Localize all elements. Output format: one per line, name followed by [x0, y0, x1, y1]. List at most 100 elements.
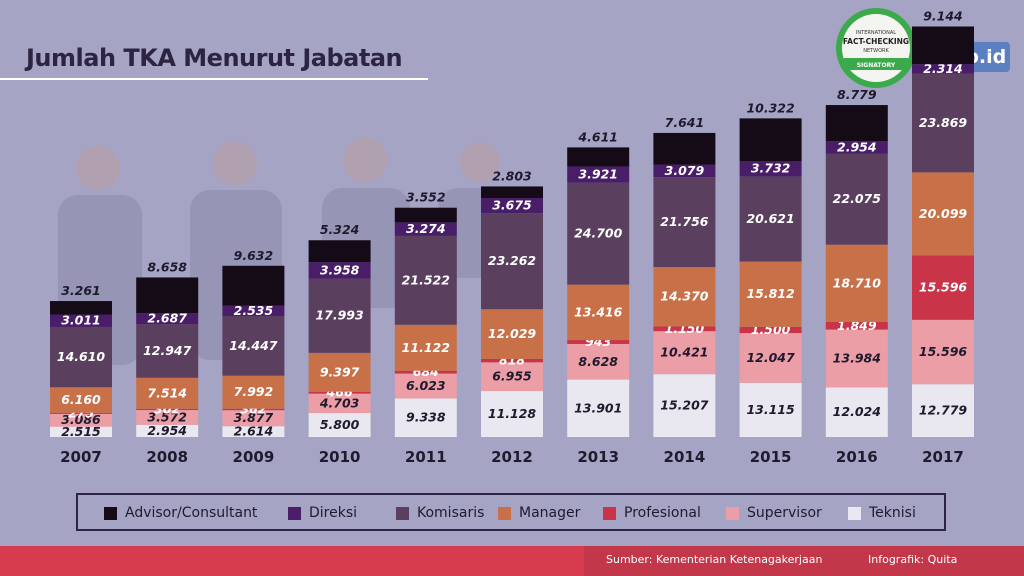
- bar-supervisor-2007: [50, 413, 112, 427]
- bar-teknisi-2016: [825, 387, 888, 437]
- label-teknisi-2014: 15.207: [660, 398, 709, 413]
- label-manager-2008: 7.514: [147, 385, 187, 400]
- bar-komisaris-2009: [222, 316, 285, 376]
- bar-advisor-consultant-2011: [394, 207, 457, 223]
- legend-label: Profesional: [624, 505, 701, 521]
- bar-supervisor-2014: [653, 331, 716, 375]
- label-advisor-consultant-2014: 7.641: [665, 115, 705, 130]
- label-manager-2016: 18.710: [833, 275, 882, 290]
- legend-swatch: [288, 506, 301, 520]
- bar-direksi-2013: [567, 166, 630, 183]
- label-komisaris-2012: 23.262: [488, 253, 536, 268]
- label-advisor-consultant-2016: 8.779: [837, 87, 877, 102]
- legend-label: Advisor/Consultant: [125, 505, 258, 521]
- legend-label: Teknisi: [869, 505, 916, 521]
- bar-advisor-consultant-2015: [739, 118, 802, 162]
- x-tick-2013: 2013: [577, 448, 619, 466]
- bar-direksi-2012: [481, 198, 543, 214]
- label-teknisi-2010: 5.800: [320, 417, 360, 432]
- bar-komisaris-2015: [739, 176, 802, 262]
- x-tick-2009: 2009: [233, 448, 275, 466]
- legend-item-advisor-consultant: Advisor/Consultant: [104, 504, 257, 522]
- bar-teknisi-2014: [653, 374, 716, 437]
- bar-profesional-2011: [394, 370, 457, 374]
- bar-supervisor-2013: [567, 343, 630, 380]
- label-supervisor-2016: 13.984: [833, 350, 881, 365]
- source-text: Sumber: Kementerian Ketenagakerjaan: [606, 553, 823, 566]
- legend-swatch: [848, 506, 861, 520]
- legend-swatch: [603, 506, 616, 520]
- badge-main-text: FACT-CHECKING: [843, 37, 909, 46]
- label-manager-2012: 12.029: [488, 326, 537, 341]
- label-manager-2009: 7.992: [234, 384, 274, 399]
- label-manager-2014: 14.370: [660, 289, 709, 304]
- label-teknisi-2015: 13.115: [746, 402, 795, 417]
- label-advisor-consultant-2007: 3.261: [61, 283, 101, 298]
- label-direksi-2011: 3.274: [406, 221, 446, 236]
- label-advisor-consultant-2011: 3.552: [406, 190, 446, 205]
- label-direksi-2014: 3.079: [665, 163, 705, 178]
- label-komisaris-2011: 21.522: [402, 272, 450, 287]
- label-direksi-2017: 2.314: [923, 61, 963, 76]
- bar-advisor-consultant-2017: [912, 26, 974, 65]
- bar-supervisor-2011: [394, 373, 457, 399]
- label-supervisor-2011: 6.023: [406, 378, 446, 393]
- bar-manager-2012: [481, 309, 543, 359]
- bar-profesional-2012: [481, 358, 543, 363]
- badge-top-text: INTERNATIONAL: [856, 30, 896, 36]
- label-supervisor-2017: 15.596: [919, 344, 968, 359]
- bar-manager-2014: [653, 267, 716, 327]
- chart-title: Jumlah TKA Menurut Jabatan: [26, 44, 403, 72]
- legend-swatch: [498, 506, 511, 520]
- x-tick-2008: 2008: [146, 448, 188, 466]
- bar-advisor-consultant-2014: [653, 132, 716, 165]
- label-manager-2010: 9.397: [320, 364, 360, 379]
- x-tick-2007: 2007: [60, 448, 102, 466]
- x-tick-2016: 2016: [836, 448, 878, 466]
- bar-teknisi-2015: [739, 382, 802, 437]
- label-teknisi-2009: 2.614: [234, 424, 274, 439]
- x-tick-2015: 2015: [750, 448, 792, 466]
- bar-direksi-2011: [394, 222, 457, 236]
- label-manager-2011: 11.122: [402, 340, 450, 355]
- bar-direksi-2008: [136, 313, 199, 325]
- label-supervisor-2012: 6.955: [492, 369, 532, 384]
- bar-supervisor-2016: [825, 329, 888, 388]
- label-direksi-2013: 3.921: [578, 167, 618, 182]
- bar-direksi-2010: [308, 262, 371, 279]
- x-tick-2010: 2010: [319, 448, 361, 466]
- bar-advisor-consultant-2009: [222, 265, 285, 306]
- legend-label: Direksi: [309, 505, 358, 521]
- legend-swatch: [396, 506, 409, 520]
- label-teknisi-2007: 2.515: [61, 424, 101, 439]
- bar-komisaris-2016: [825, 153, 888, 245]
- bar-komisaris-2007: [50, 326, 112, 388]
- bar-teknisi-2007: [50, 426, 112, 437]
- label-advisor-consultant-2010: 5.324: [320, 222, 360, 237]
- bar-manager-2010: [308, 352, 371, 392]
- bar-profesional-2015: [739, 326, 802, 334]
- legend-item-manager: Manager: [498, 504, 580, 522]
- bar-advisor-consultant-2008: [136, 277, 199, 314]
- bar-profesional-2017: [912, 255, 974, 320]
- label-advisor-consultant-2017: 9.144: [923, 8, 963, 23]
- label-manager-2015: 15.812: [746, 286, 794, 301]
- bar-teknisi-2017: [912, 384, 974, 437]
- label-komisaris-2007: 14.610: [57, 349, 106, 364]
- label-supervisor-2013: 8.628: [578, 354, 618, 369]
- label-direksi-2008: 2.687: [147, 311, 187, 326]
- bar-komisaris-2017: [912, 73, 974, 173]
- label-advisor-consultant-2008: 8.658: [147, 259, 187, 274]
- x-tick-2012: 2012: [491, 448, 533, 466]
- bar-supervisor-2012: [481, 362, 543, 392]
- bar-profesional-2013: [567, 340, 630, 344]
- footer-accent: [584, 546, 1024, 576]
- label-supervisor-2010: 4.703: [319, 395, 360, 410]
- label-komisaris-2017: 23.869: [919, 115, 968, 130]
- label-komisaris-2013: 24.700: [574, 226, 623, 241]
- bar-profesional-2014: [653, 326, 716, 332]
- label-teknisi-2011: 9.338: [406, 410, 446, 425]
- legend-item-direksi: Direksi: [288, 504, 357, 522]
- legend-label: Supervisor: [747, 505, 822, 521]
- label-supervisor-2009: 3.877: [234, 410, 274, 425]
